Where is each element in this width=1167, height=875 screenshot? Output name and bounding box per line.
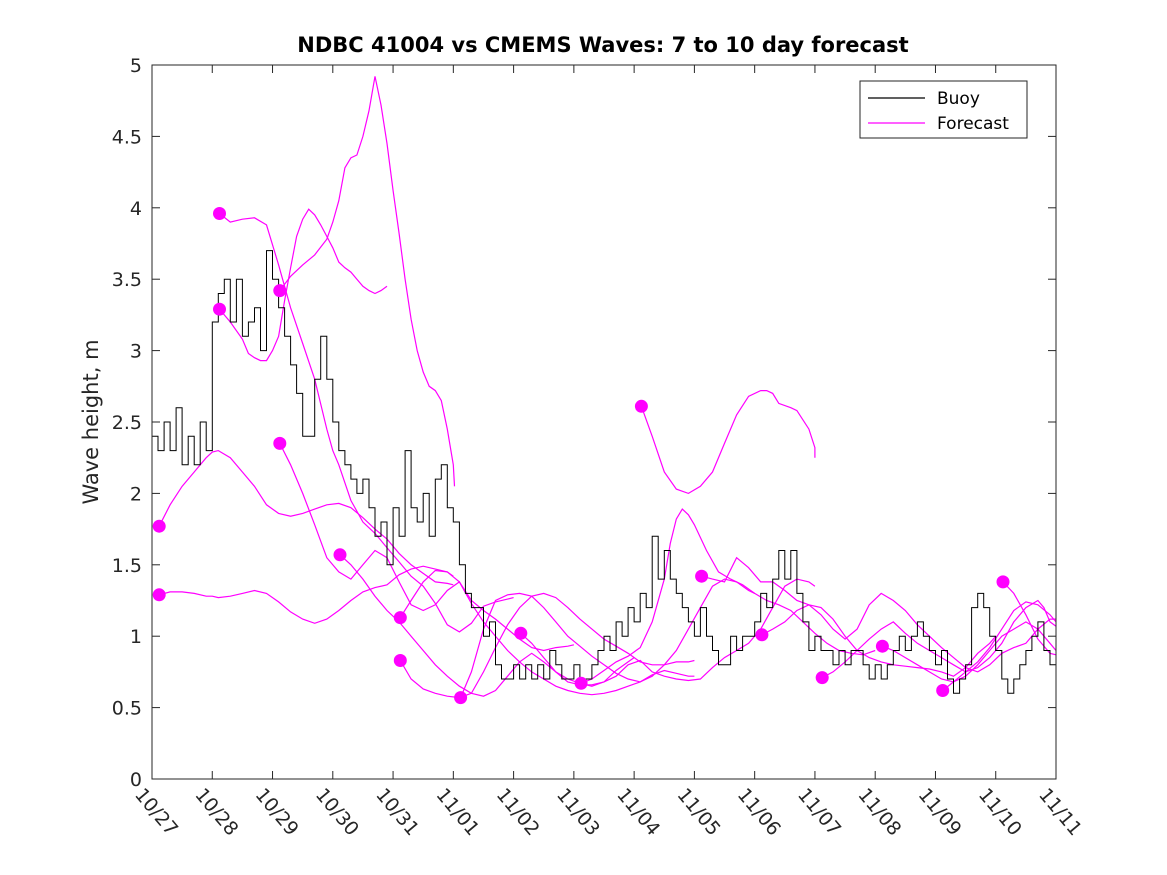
x-tick-label-7: 11/03 — [552, 784, 604, 840]
x-tick-label-2: 10/29 — [251, 784, 303, 840]
series-layer — [152, 76, 1057, 705]
forecast-start-marker-12 — [574, 676, 588, 690]
forecast-start-marker-5 — [273, 284, 287, 298]
y-tick-label-3.5: 3.5 — [112, 269, 142, 291]
y-tick-label-5: 5 — [130, 55, 142, 77]
x-tick-label-6: 11/02 — [492, 784, 544, 840]
x-tick-label-14: 11/10 — [974, 784, 1026, 840]
chart-title: NDBC 41004 vs CMEMS Waves: 7 to 10 day f… — [297, 33, 908, 57]
y-tick-label-1: 1 — [130, 626, 142, 648]
forecast-start-marker-3 — [213, 207, 226, 220]
forecast-line-19 — [1002, 581, 1057, 656]
forecast-start-marker-10 — [454, 691, 468, 705]
forecast-start-marker-7 — [333, 548, 347, 562]
forecast-start-marker-1 — [152, 519, 166, 533]
legend-label-forecast: Forecast — [937, 114, 1009, 134]
y-tick-label-2.5: 2.5 — [112, 412, 142, 434]
forecast-line-18 — [942, 601, 1057, 691]
forecast-start-marker-6 — [273, 436, 287, 450]
forecast-line-11 — [520, 578, 816, 686]
forecast-start-marker-13 — [634, 399, 648, 413]
forecast-line-4 — [219, 208, 388, 362]
forecast-start-marker-15 — [755, 628, 769, 642]
forecast-line-10 — [460, 578, 755, 698]
buoy-line — [152, 250, 1057, 694]
forecast-line-15 — [761, 592, 1056, 673]
x-tick-label-5: 11/01 — [432, 784, 484, 840]
forecast-line-1 — [158, 449, 454, 586]
plot-area — [152, 65, 1056, 779]
y-axis-label: Wave height, m — [79, 339, 103, 504]
forecast-line-3 — [219, 213, 514, 633]
y-tick-label-0: 0 — [130, 769, 142, 791]
x-tick-label-15: 11/11 — [1034, 784, 1086, 840]
x-tick-label-3: 10/30 — [311, 784, 363, 840]
forecast-line-6 — [279, 443, 575, 652]
x-tick-label-13: 11/09 — [914, 784, 966, 840]
forecast-line-13 — [640, 390, 816, 495]
x-tick-label-8: 11/04 — [612, 784, 664, 840]
y-tick-label-0.5: 0.5 — [112, 698, 142, 720]
y-tick-label-4: 4 — [130, 198, 142, 220]
y-tick-label-1.5: 1.5 — [112, 555, 142, 577]
forecast-start-marker-19 — [996, 575, 1010, 589]
forecast-start-marker-14 — [695, 569, 709, 583]
x-tick-label-10: 11/06 — [733, 784, 785, 840]
legend-box — [859, 80, 1028, 139]
forecast-line-8 — [399, 569, 695, 696]
y-tick-label-2: 2 — [130, 483, 142, 505]
y-tick-label-3: 3 — [130, 341, 142, 363]
x-tick-label-9: 11/05 — [673, 784, 725, 840]
forecast-line-7 — [339, 554, 635, 697]
forecast-line-17 — [882, 621, 1057, 683]
forecast-start-marker-9 — [393, 654, 407, 667]
y-tick-label-4.5: 4.5 — [112, 126, 142, 148]
x-tick-label-4: 10/31 — [371, 784, 423, 840]
forecast-line-9 — [399, 592, 695, 699]
forecast-start-marker-16 — [815, 671, 829, 685]
x-tick-label-11: 11/07 — [793, 784, 845, 840]
forecast-line-14 — [701, 556, 997, 677]
x-tick-label-0: 10/27 — [130, 784, 182, 840]
forecast-start-marker-4 — [213, 302, 226, 316]
legend-label-buoy: Buoy — [937, 89, 980, 109]
forecast-start-marker-8 — [393, 611, 407, 625]
forecast-start-marker-2 — [152, 588, 166, 602]
plot-background — [152, 65, 1056, 779]
legend: Buoy Forecast — [859, 80, 1028, 139]
x-tick-label-12: 11/08 — [853, 784, 905, 840]
forecast-start-marker-17 — [875, 639, 889, 653]
forecast-line-5 — [279, 76, 456, 487]
forecast-start-marker-11 — [514, 626, 528, 640]
forecast-start-marker-18 — [936, 684, 950, 697]
x-tick-label-1: 10/28 — [190, 784, 242, 840]
